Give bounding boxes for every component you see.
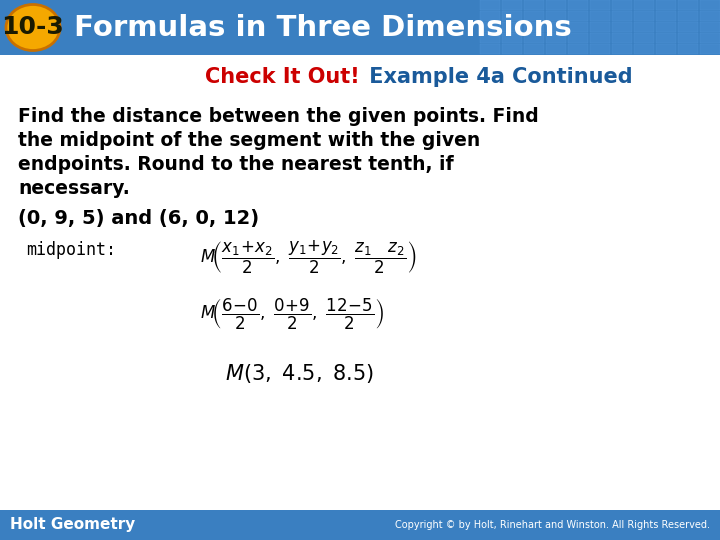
Bar [634,44,654,54]
Text: midpoint:: midpoint: [26,241,116,259]
Bar [546,0,566,10]
Bar [480,22,500,32]
Bar [524,11,544,21]
Text: the midpoint of the segment with the given: the midpoint of the segment with the giv… [18,131,480,150]
Bar [568,22,588,32]
Bar [656,44,676,54]
Bar [634,0,654,10]
Bar [568,33,588,43]
Bar [524,22,544,32]
Text: (0, 9, 5) and (6, 0, 12): (0, 9, 5) and (6, 0, 12) [18,209,259,228]
Bar [590,44,610,54]
Bar [612,33,632,43]
Text: $M\!\left(\dfrac{x_1\!+\!x_2}{2},\ \dfrac{y_1\!+\!y_2}{2},\ \dfrac{z_1\quad z_2}: $M\!\left(\dfrac{x_1\!+\!x_2}{2},\ \dfra… [200,239,417,276]
Bar [678,33,698,43]
Text: Formulas in Three Dimensions: Formulas in Three Dimensions [64,14,572,42]
Bar [480,11,500,21]
Bar [590,33,610,43]
Bar [656,22,676,32]
Bar [656,11,676,21]
Bar [700,11,720,21]
Bar [502,0,522,10]
Bar [546,44,566,54]
Bar [480,44,500,54]
Bar [656,0,676,10]
Bar [0,510,720,540]
Bar [502,33,522,43]
Bar [678,0,698,10]
Bar [0,55,720,510]
Ellipse shape [6,4,60,51]
Bar [524,33,544,43]
Bar [700,0,720,10]
Bar [700,22,720,32]
Bar [480,33,500,43]
Bar [568,44,588,54]
Text: endpoints. Round to the nearest tenth, if: endpoints. Round to the nearest tenth, i… [18,155,454,174]
Text: Check It Out!: Check It Out! [205,67,360,87]
Bar [590,0,610,10]
Bar [634,22,654,32]
Bar [612,0,632,10]
Text: $M(3,\ 4.5,\ 8.5)$: $M(3,\ 4.5,\ 8.5)$ [225,362,374,385]
Bar [568,11,588,21]
Text: Holt Geometry: Holt Geometry [10,517,135,532]
Bar [524,44,544,54]
Bar [678,22,698,32]
Bar [546,11,566,21]
Bar [546,22,566,32]
Text: $M\!\left(\dfrac{6\!-\!0}{2},\ \dfrac{0\!+\!9}{2},\ \dfrac{12\!-\!5}{2}\right)$: $M\!\left(\dfrac{6\!-\!0}{2},\ \dfrac{0\… [200,297,384,332]
Bar [0,0,720,55]
Bar [678,11,698,21]
Text: Example 4a Continued: Example 4a Continued [362,67,633,87]
Bar [678,44,698,54]
Bar [700,33,720,43]
Bar [634,33,654,43]
Text: necessary.: necessary. [18,179,130,198]
Bar [612,11,632,21]
Bar [480,0,500,10]
Text: Find the distance between the given points. Find: Find the distance between the given poin… [18,107,539,126]
Bar [612,44,632,54]
Bar [524,0,544,10]
Bar [612,22,632,32]
Bar [656,33,676,43]
Bar [634,11,654,21]
Text: Copyright © by Holt, Rinehart and Winston. All Rights Reserved.: Copyright © by Holt, Rinehart and Winsto… [395,520,710,530]
Bar [590,11,610,21]
Bar [502,44,522,54]
Text: 10-3: 10-3 [1,16,64,39]
Bar [590,22,610,32]
Bar [502,11,522,21]
Bar [502,22,522,32]
Bar [568,0,588,10]
Bar [700,44,720,54]
Bar [546,33,566,43]
